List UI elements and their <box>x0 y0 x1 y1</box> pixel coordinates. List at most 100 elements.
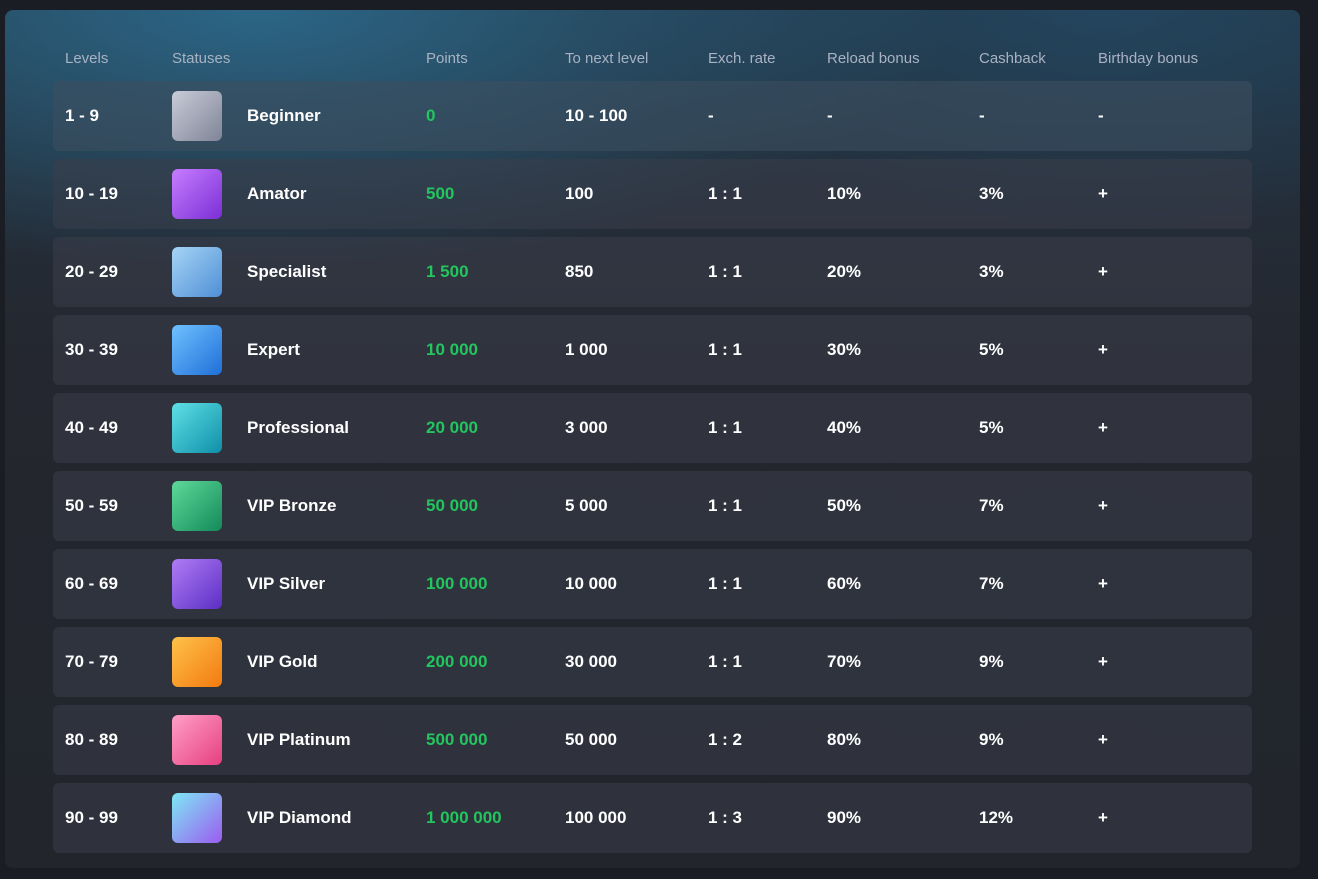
tier-row: 70 - 79 VIP Gold 200 000 30 000 1 : 1 70% 9% + <box>53 627 1252 697</box>
exchange-rate: 1 : 1 <box>708 262 743 281</box>
birthday-bonus: + <box>1098 262 1108 281</box>
cashback: 5% <box>979 340 1004 359</box>
exchange-header: Exch. rate <box>708 50 776 67</box>
cashback: - <box>979 106 985 125</box>
level-range: 10 - 19 <box>65 184 118 203</box>
status-name: VIP Diamond <box>247 808 352 827</box>
birthday-bonus: - <box>1098 106 1104 125</box>
tier-row: 80 - 89 VIP Platinum 500 000 50 000 1 : 2 80%… <box>53 705 1252 775</box>
status-name: Specialist <box>247 262 327 281</box>
points: 50 000 <box>426 496 478 515</box>
cashback-header: Cashback <box>979 50 1046 67</box>
tier-row: 10 - 19 Amator 500 100 1 : 1 10% 3% + <box>53 159 1252 229</box>
status-name: Professional <box>247 418 350 437</box>
status-icon <box>172 637 222 687</box>
cashback: 3% <box>979 262 1004 281</box>
reload-bonus: 20% <box>827 262 862 281</box>
exchange-rate: 1 : 1 <box>708 340 743 359</box>
tier-row: 30 - 39 Expert 10 000 1 000 1 : 1 30% 5% + <box>53 315 1252 385</box>
points: 1 500 <box>426 262 469 281</box>
tier-row: 90 - 99 VIP Diamond 1 000 000 100 000 1 : 3 9… <box>53 783 1252 853</box>
status-icon <box>172 559 222 609</box>
next-level: 1 000 <box>565 340 608 359</box>
birthday-bonus: + <box>1098 808 1108 827</box>
tier-row: 1 - 9 Beginner 0 10 - 100 - - - - <box>53 81 1252 151</box>
status-icon <box>172 169 222 219</box>
cashback: 5% <box>979 418 1004 437</box>
cashback: 9% <box>979 730 1004 749</box>
status-name: VIP Silver <box>247 574 326 593</box>
status-icon <box>172 325 222 375</box>
statuses-header: Statuses <box>172 50 231 67</box>
status-icon <box>172 715 222 765</box>
exchange-rate: 1 : 1 <box>708 574 743 593</box>
status-icon <box>172 91 222 141</box>
tier-row: 60 - 69 VIP Silver 100 000 10 000 1 : 1 60% 7%… <box>53 549 1252 619</box>
birthday-bonus: + <box>1098 574 1108 593</box>
birthday-bonus: + <box>1098 496 1108 515</box>
level-range: 80 - 89 <box>65 730 118 749</box>
birthday-header: Birthday bonus <box>1098 50 1199 67</box>
next-level: 3 000 <box>565 418 608 437</box>
level-range: 90 - 99 <box>65 808 118 827</box>
next-level: 30 000 <box>565 652 617 671</box>
points: 200 000 <box>426 652 488 671</box>
status-name: VIP Platinum <box>247 730 351 749</box>
next-level: 10 - 100 <box>565 106 628 125</box>
points-header: Points <box>426 50 468 67</box>
next-level: 850 <box>565 262 594 281</box>
cashback: 3% <box>979 184 1004 203</box>
level-range: 1 - 9 <box>65 106 100 125</box>
points: 1 000 000 <box>426 808 502 827</box>
cashback: 7% <box>979 496 1004 515</box>
points: 500 <box>426 184 455 203</box>
levels-header: Levels <box>65 50 109 67</box>
next-level: 50 000 <box>565 730 617 749</box>
points: 0 <box>426 106 436 125</box>
cashback: 7% <box>979 574 1004 593</box>
exchange-rate: 1 : 2 <box>708 730 743 749</box>
level-range: 30 - 39 <box>65 340 118 359</box>
exchange-rate: 1 : 1 <box>708 184 743 203</box>
reload-bonus: 10% <box>827 184 862 203</box>
exchange-rate: 1 : 1 <box>708 418 743 437</box>
level-range: 20 - 29 <box>65 262 118 281</box>
birthday-bonus: + <box>1098 340 1108 359</box>
level-range: 40 - 49 <box>65 418 118 437</box>
status-icon <box>172 793 222 843</box>
reload-bonus: 60% <box>827 574 862 593</box>
birthday-bonus: + <box>1098 730 1108 749</box>
next-level: 5 000 <box>565 496 608 515</box>
reload-header: Reload bonus <box>827 50 920 67</box>
reload-bonus: 80% <box>827 730 862 749</box>
tier-row: 50 - 59 VIP Bronze 50 000 5 000 1 : 1 50% 7% + <box>53 471 1252 541</box>
reload-bonus: - <box>827 106 833 125</box>
points: 100 000 <box>426 574 488 593</box>
reload-bonus: 50% <box>827 496 862 515</box>
level-range: 60 - 69 <box>65 574 118 593</box>
exchange-rate: - <box>708 106 714 125</box>
tier-row: 40 - 49 Professional 20 000 3 000 1 : 1 40% 5%… <box>53 393 1252 463</box>
next-level: 100 000 <box>565 808 627 827</box>
status-name: Amator <box>247 184 307 203</box>
level-range: 70 - 79 <box>65 652 118 671</box>
exchange-rate: 1 : 3 <box>708 808 743 827</box>
birthday-bonus: + <box>1098 418 1108 437</box>
level-range: 50 - 59 <box>65 496 118 515</box>
cashback: 9% <box>979 652 1004 671</box>
status-name: VIP Gold <box>247 652 318 671</box>
status-icon <box>172 481 222 531</box>
next-level: 100 <box>565 184 594 203</box>
birthday-bonus: + <box>1098 184 1108 203</box>
status-name: VIP Bronze <box>247 496 337 515</box>
next-level-header: To next level <box>565 50 649 67</box>
reload-bonus: 30% <box>827 340 862 359</box>
points: 10 000 <box>426 340 478 359</box>
tier-row: 20 - 29 Specialist 1 500 850 1 : 1 20% 3% + <box>53 237 1252 307</box>
reload-bonus: 70% <box>827 652 862 671</box>
cashback: 12% <box>979 808 1014 827</box>
exchange-rate: 1 : 1 <box>708 652 743 671</box>
points: 500 000 <box>426 730 488 749</box>
status-icon <box>172 403 222 453</box>
